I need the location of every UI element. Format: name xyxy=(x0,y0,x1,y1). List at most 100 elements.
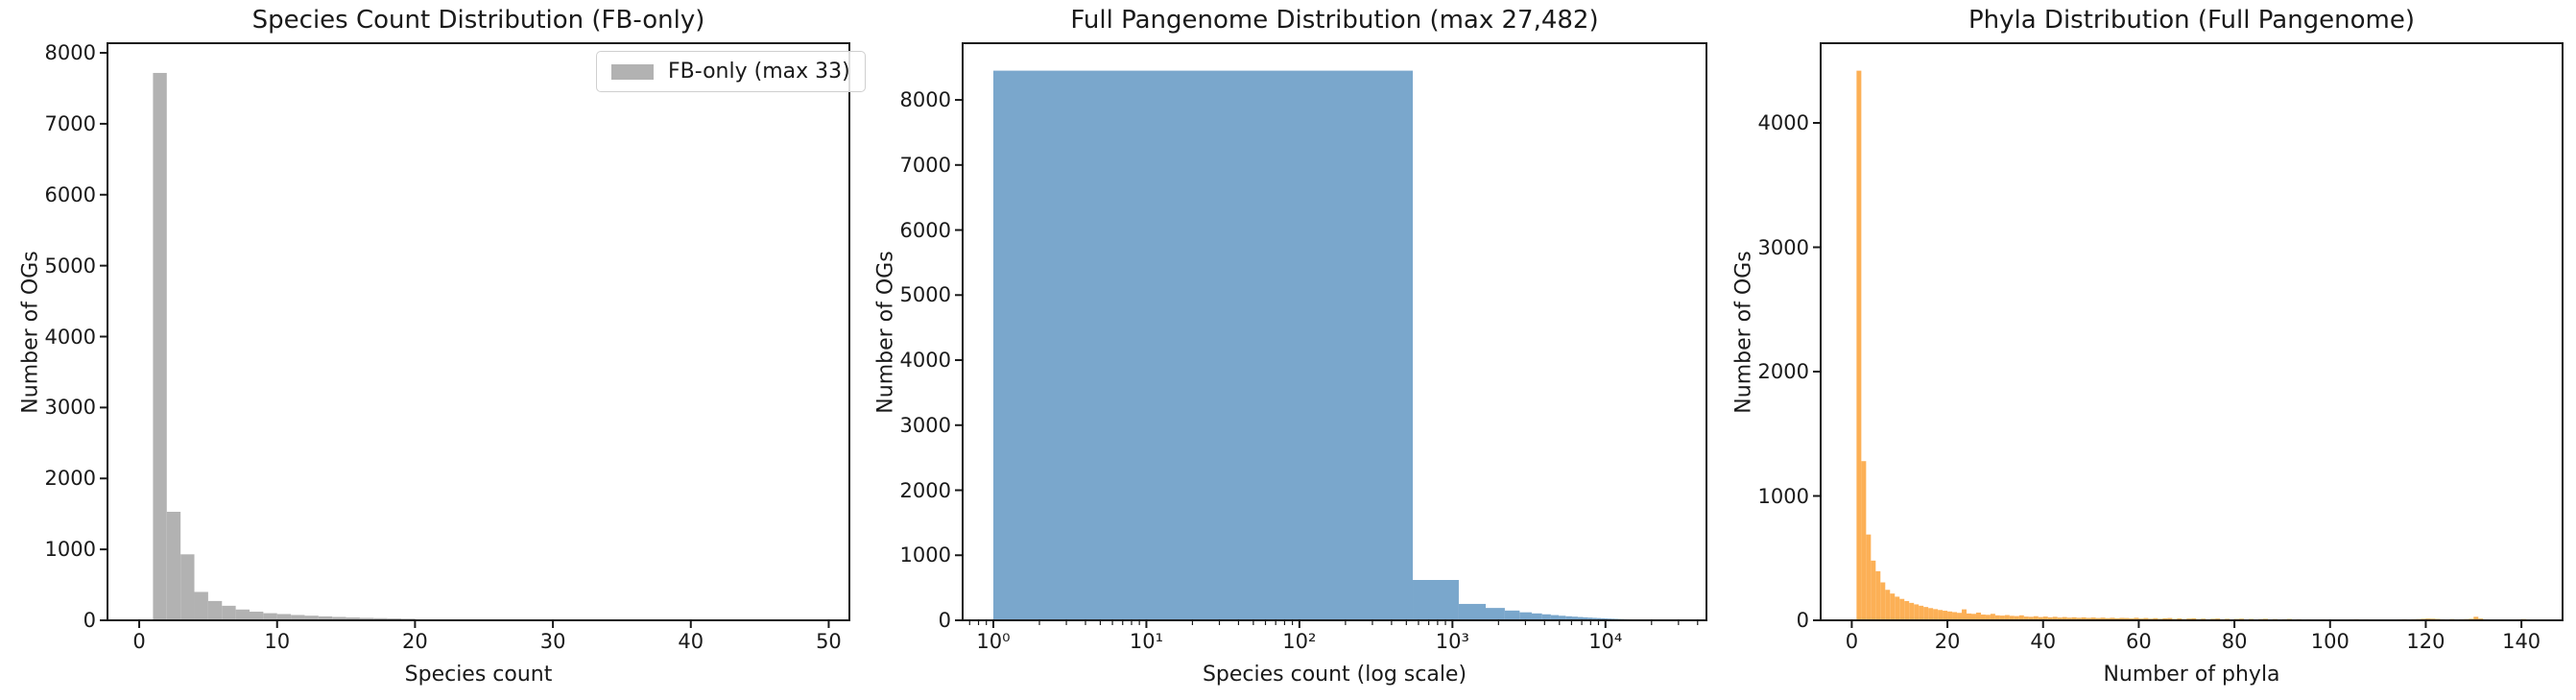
histogram-bar xyxy=(1975,612,1981,620)
subplot-1 xyxy=(100,42,850,628)
histogram-bar xyxy=(1933,609,1939,620)
histogram-bar xyxy=(2038,616,2043,620)
histogram-bar xyxy=(2105,617,2111,620)
histogram-bar xyxy=(1413,580,1459,620)
histogram-bar xyxy=(1587,617,1593,620)
y-tick-label: 0 xyxy=(1796,609,1809,632)
histogram-bar xyxy=(1531,613,1542,620)
axes-frame xyxy=(1820,42,2564,621)
legend: FB-only (max 33) xyxy=(596,51,866,92)
histogram-bar xyxy=(1565,616,1572,620)
histogram-bar xyxy=(2033,616,2039,620)
x-axis-label-number-of-phyla: Number of phyla xyxy=(2103,663,2280,687)
histogram-bar xyxy=(153,72,167,620)
histogram-bar xyxy=(2086,617,2091,620)
axes-frame xyxy=(107,42,850,621)
histogram-bar xyxy=(235,609,250,620)
histogram-bar xyxy=(2473,616,2479,620)
y-axis-label-number-of-ogs-3: Number of OGs xyxy=(1731,250,1756,414)
histogram-bar xyxy=(1980,615,1986,620)
histogram-bar xyxy=(1994,615,2000,620)
histogram-bar xyxy=(2134,617,2139,620)
y-tick-label: 3000 xyxy=(899,413,951,437)
histogram-bar xyxy=(346,617,360,620)
histogram-bar xyxy=(1486,608,1505,620)
histogram-bar xyxy=(1571,616,1578,620)
histogram-bar xyxy=(1952,612,1958,620)
histogram-bar xyxy=(1596,617,1602,620)
histogram-bar xyxy=(1919,605,1924,620)
histogram-bar xyxy=(2028,616,2034,620)
histogram-bar xyxy=(1938,610,1944,620)
histogram-bar xyxy=(992,70,1414,621)
histogram-bar xyxy=(2042,616,2048,620)
y-tick-label: 4000 xyxy=(1757,111,1809,134)
histogram-bar xyxy=(373,617,388,620)
histogram-bar xyxy=(1550,615,1560,620)
subplot-3 xyxy=(1813,42,2564,628)
y-tick-label: 7000 xyxy=(44,111,96,135)
histogram-bar xyxy=(2143,617,2149,620)
y-tick-label: 3000 xyxy=(44,396,96,420)
x-tick-label: 30 xyxy=(539,630,566,653)
y-tick-label: 0 xyxy=(83,609,96,632)
histogram-bar xyxy=(2062,616,2067,620)
histogram-bar xyxy=(2110,617,2115,620)
legend-label: FB-only (max 33) xyxy=(668,60,850,84)
axes-frame xyxy=(962,42,1707,621)
histogram-bar xyxy=(1856,70,1862,621)
histogram-bar xyxy=(2191,617,2197,620)
y-tick-label: 7000 xyxy=(899,153,951,177)
y-axis-label-number-of-ogs-2: Number of OGs xyxy=(873,250,898,414)
y-tick-label: 5000 xyxy=(44,253,96,278)
x-tick-label: 50 xyxy=(816,630,842,653)
histogram-bar xyxy=(1947,611,1953,620)
x-tick-label: 100 xyxy=(2310,630,2349,653)
histogram-bar xyxy=(1957,613,1963,620)
x-tick-label: 0 xyxy=(132,630,146,653)
histogram-bar xyxy=(1909,602,1915,620)
x-tick-label: 60 xyxy=(2126,630,2152,653)
histogram-bar xyxy=(263,613,277,620)
histogram-bar xyxy=(1880,582,1886,620)
histogram-bar xyxy=(2095,617,2101,620)
x-tick-label: 40 xyxy=(2030,630,2057,653)
plot-title-full-pangenome: Full Pangenome Distribution (max 27,482) xyxy=(1070,6,1599,35)
histogram-bar xyxy=(2081,617,2087,620)
y-tick-label: 0 xyxy=(938,609,951,632)
histogram-bar xyxy=(2114,617,2120,620)
x-tick-label: 10⁴ xyxy=(1588,630,1623,653)
y-tick-label: 1000 xyxy=(1757,484,1809,508)
y-tick-label: 2000 xyxy=(44,467,96,491)
histogram-bar xyxy=(1890,593,1896,620)
histogram-bar xyxy=(2167,617,2173,620)
histogram-bar xyxy=(2076,617,2082,620)
y-tick-label: 4000 xyxy=(44,325,96,349)
x-tick-label: 40 xyxy=(678,630,704,653)
histogram-bar xyxy=(1895,596,1900,620)
histogram-bar xyxy=(2119,617,2125,620)
histogram-bar xyxy=(1923,607,1929,620)
histogram-bar xyxy=(1904,600,1910,620)
plot-title-fb-only: Species Count Distribution (FB-only) xyxy=(251,6,705,35)
histogram-bar xyxy=(1504,610,1520,620)
histogram-bar xyxy=(2023,616,2029,620)
x-tick-label: 10² xyxy=(1282,630,1317,653)
histogram-bar xyxy=(1861,461,1867,620)
histogram-bar xyxy=(1943,611,1948,620)
histogram-bar xyxy=(1962,609,1967,620)
y-tick-label: 6000 xyxy=(44,182,96,206)
histogram-bar xyxy=(1970,614,1976,620)
histogram-bar xyxy=(1519,612,1532,620)
histogram-bar xyxy=(2014,616,2019,620)
histogram-bar xyxy=(249,611,264,620)
x-tick-label: 120 xyxy=(2406,630,2445,653)
y-tick-label: 2000 xyxy=(899,478,951,502)
x-tick-label: 80 xyxy=(2221,630,2248,653)
subplot-2 xyxy=(955,42,1707,628)
histogram-bar xyxy=(291,615,305,620)
histogram-bar xyxy=(2100,617,2106,620)
histogram-bar xyxy=(2052,616,2058,620)
x-tick-label: 0 xyxy=(1845,630,1859,653)
